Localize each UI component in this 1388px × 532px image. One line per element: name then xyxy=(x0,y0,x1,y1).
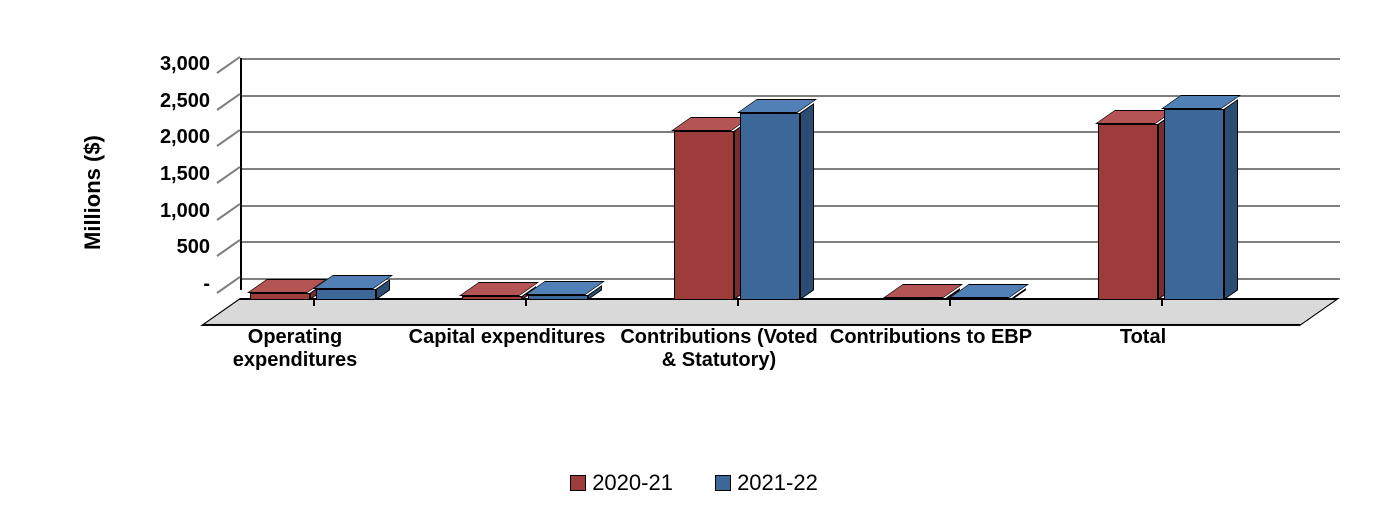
y-axis-title: Millions ($) xyxy=(80,135,106,250)
gridline-depth xyxy=(216,129,240,147)
xtick xyxy=(1161,298,1163,306)
bar-side xyxy=(800,103,814,300)
xtick xyxy=(737,298,739,306)
ytick-label: 2,500 xyxy=(130,91,210,111)
bar xyxy=(250,293,310,300)
plot-area xyxy=(220,68,1320,318)
legend-item-2021-22: 2021-22 xyxy=(715,470,818,496)
xtick-label: Operating expenditures xyxy=(190,326,400,372)
legend-label: 2020-21 xyxy=(592,470,673,495)
xtick-label: Contributions (Voted & Statutory) xyxy=(614,326,824,372)
gridline xyxy=(242,58,1340,60)
legend-swatch-2020-21 xyxy=(570,475,586,491)
ytick-label: 500 xyxy=(130,237,210,257)
bar xyxy=(952,298,1012,300)
bar xyxy=(528,295,588,300)
xtick-label: Capital expenditures xyxy=(402,326,612,349)
bar xyxy=(674,131,734,300)
gridline-depth xyxy=(216,203,240,221)
legend: 2020-21 2021-22 xyxy=(0,470,1388,496)
bar xyxy=(316,289,376,300)
bar xyxy=(1098,124,1158,300)
xtick-label: Total xyxy=(1038,326,1248,349)
bar xyxy=(886,298,946,300)
chart-area: Millions ($) - 500 1,000 1,500 2,000 2,500 3,0… xyxy=(80,40,1340,420)
bar xyxy=(1164,109,1224,300)
legend-item-2020-21: 2020-21 xyxy=(570,470,673,496)
ytick-label: - xyxy=(130,274,210,294)
bar-side xyxy=(1224,100,1238,300)
bar xyxy=(740,113,800,300)
gridline-depth xyxy=(216,276,240,294)
xtick xyxy=(313,298,315,306)
bar xyxy=(462,296,522,300)
gridline-depth xyxy=(216,56,240,74)
gridline-depth xyxy=(216,239,240,257)
legend-label: 2021-22 xyxy=(737,470,818,495)
ytick-label: 3,000 xyxy=(130,54,210,74)
ytick-label: 1,000 xyxy=(130,201,210,221)
chart-floor xyxy=(200,298,1340,326)
bars-container xyxy=(240,80,1300,300)
gridline-depth xyxy=(216,166,240,184)
legend-swatch-2021-22 xyxy=(715,475,731,491)
y-axis-labels: -5001,0001,5002,0002,5003,000 xyxy=(130,62,210,322)
ytick-label: 2,000 xyxy=(130,127,210,147)
xtick xyxy=(525,298,527,306)
gridline-depth xyxy=(216,93,240,111)
xtick-label: Contributions to EBP xyxy=(826,326,1036,349)
ytick-label: 1,500 xyxy=(130,164,210,184)
xtick xyxy=(949,298,951,306)
